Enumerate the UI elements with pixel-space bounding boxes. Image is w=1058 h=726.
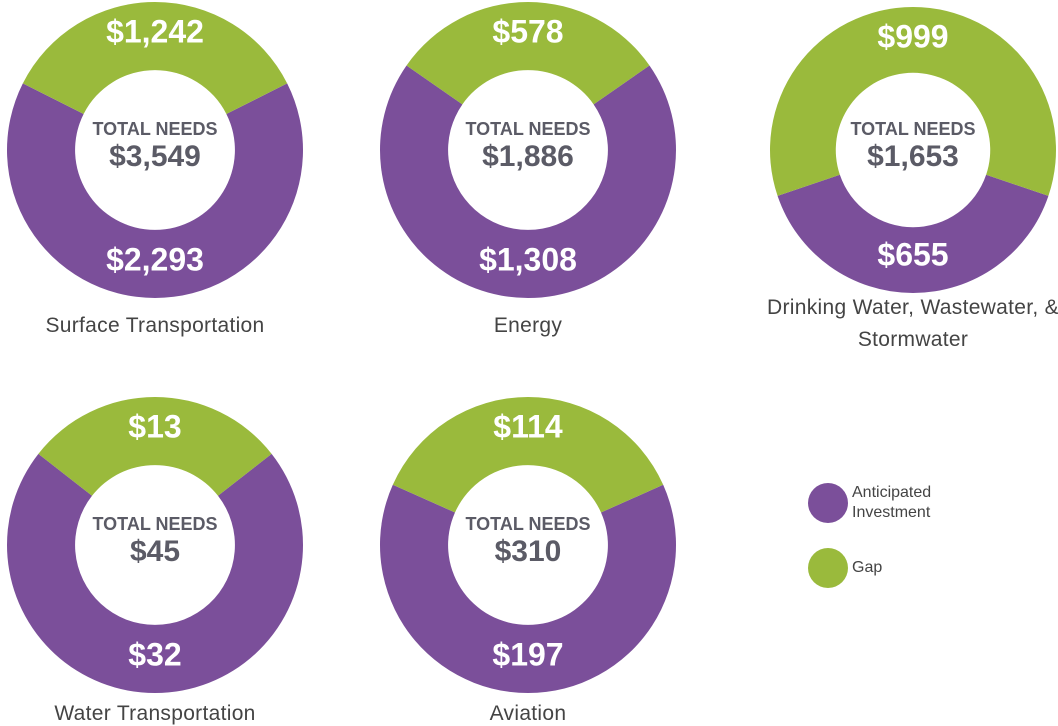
total-needs: $3,549 <box>109 140 201 173</box>
donut-segment <box>6 83 304 298</box>
caption: Aviation <box>489 702 567 725</box>
caption: Drinking Water, Wastewater, & Stormwater <box>767 296 1058 351</box>
center-title: TOTAL NEEDS <box>465 119 590 139</box>
legend-swatch <box>808 548 848 588</box>
donut-segment <box>380 65 676 298</box>
total-needs: $310 <box>495 535 562 568</box>
center-title: TOTAL NEEDS <box>92 514 217 534</box>
donut-segment <box>406 1 650 105</box>
donut-segment <box>7 453 304 693</box>
total-needs: $45 <box>130 535 180 568</box>
center-title: TOTAL NEEDS <box>92 119 217 139</box>
value-label: $2,293 <box>106 241 204 277</box>
donut-segment <box>38 396 272 496</box>
donut-segment <box>22 2 288 115</box>
donut-segment <box>392 397 664 513</box>
center-title: TOTAL NEEDS <box>465 514 590 534</box>
value-label: $197 <box>492 636 563 672</box>
donut-segment <box>379 484 676 694</box>
value-label: $1,242 <box>106 13 204 49</box>
caption: Water Transportation <box>54 702 256 725</box>
center-title: TOTAL NEEDS <box>850 119 975 139</box>
caption: Surface Transportation <box>45 314 265 337</box>
total-needs: $1,653 <box>867 140 959 173</box>
value-label: $578 <box>492 13 563 49</box>
legend-label: Anticipated Investment <box>852 484 932 521</box>
value-label: $13 <box>128 408 181 444</box>
value-label: $655 <box>877 236 948 272</box>
value-label: $32 <box>128 636 181 672</box>
value-label: $1,308 <box>479 241 577 277</box>
caption: Energy <box>493 314 563 337</box>
legend-label: Gap <box>852 559 883 576</box>
value-label: $999 <box>877 18 948 54</box>
total-needs: $1,886 <box>482 140 574 173</box>
legend-swatch <box>808 483 848 523</box>
donut-segment <box>770 6 1056 196</box>
donut-segment <box>777 174 1049 293</box>
value-label: $114 <box>493 408 563 444</box>
